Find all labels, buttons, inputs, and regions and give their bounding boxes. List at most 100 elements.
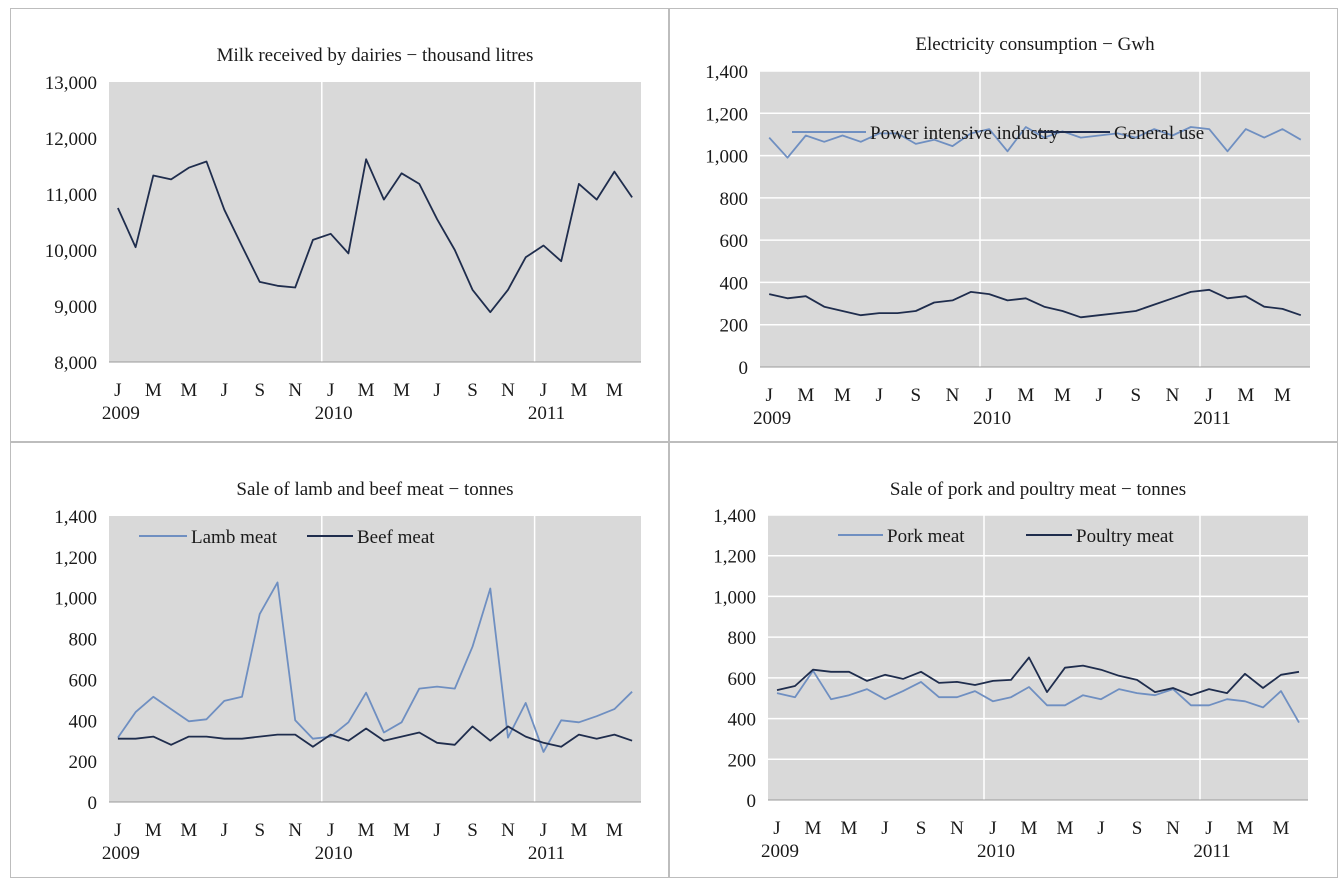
x-year-label: 2009 xyxy=(102,843,140,864)
y-tick-label: 1,000 xyxy=(705,147,748,168)
chart-title: Electricity consumption − Gwh xyxy=(915,34,1155,55)
chart-title: Milk received by dairies − thousand litr… xyxy=(217,45,534,66)
plot-area xyxy=(760,71,1310,367)
x-tick-label: J xyxy=(773,818,780,839)
x-tick-label: J xyxy=(1097,818,1104,839)
x-year-label: 2011 xyxy=(528,403,565,424)
y-tick-label: 9,000 xyxy=(54,297,97,318)
y-tick-label: 8,000 xyxy=(54,353,97,374)
x-tick-label: N xyxy=(946,385,960,406)
plot-area xyxy=(768,515,1308,800)
chart-electricity: Electricity consumption − Gwh 0 200 400 600 8… xyxy=(705,34,1310,429)
x-tick-label: M xyxy=(606,820,623,841)
chart-panel-lamb-beef: Sale of lamb and beef meat − tonnes 0 200 4… xyxy=(10,442,669,878)
x-tick-label: M xyxy=(841,818,858,839)
x-tick-label: M xyxy=(145,820,162,841)
x-tick-label: J xyxy=(540,380,547,401)
x-tick-label: N xyxy=(1166,385,1180,406)
x-tick-label: M xyxy=(1057,818,1074,839)
x-tick-label: M xyxy=(797,385,814,406)
x-tick-label: S xyxy=(1131,385,1142,406)
x-tick-label: M xyxy=(570,380,587,401)
chart-milk: Milk received by dairies − thousand litr… xyxy=(45,45,641,424)
x-tick-label: S xyxy=(911,385,922,406)
x-tick-label: J xyxy=(875,385,882,406)
y-tick-label: 0 xyxy=(747,791,757,812)
chart-panel-pork-poultry: Sale of pork and poultry meat − tonnes 0 2… xyxy=(669,442,1338,878)
x-tick-label: J xyxy=(1095,385,1102,406)
y-tick-label: 1,200 xyxy=(54,548,97,569)
chart-panel-electricity: Electricity consumption − Gwh 0 200 400 600 8… xyxy=(669,8,1338,442)
y-tick-label: 11,000 xyxy=(45,185,97,206)
y-tick-label: 400 xyxy=(720,273,749,294)
x-tick-label: M xyxy=(358,820,375,841)
y-tick-label: 400 xyxy=(728,710,757,731)
x-tick-label: J xyxy=(540,820,547,841)
x-tick-label: J xyxy=(765,385,772,406)
x-year-label: 2009 xyxy=(761,841,799,862)
x-year-label: 2011 xyxy=(528,843,565,864)
x-tick-label: J xyxy=(1205,818,1212,839)
y-tick-label: 800 xyxy=(69,630,98,651)
chart-panel-milk: Milk received by dairies − thousand litr… xyxy=(10,8,669,442)
x-tick-label: J xyxy=(989,818,996,839)
y-tick-label: 0 xyxy=(739,358,749,379)
x-tick-label: N xyxy=(288,820,302,841)
x-tick-label: M xyxy=(1274,385,1291,406)
y-tick-label: 200 xyxy=(720,316,749,337)
x-tick-label: M xyxy=(1237,818,1254,839)
x-tick-label: M xyxy=(358,380,375,401)
x-tick-label: N xyxy=(288,380,302,401)
x-tick-label: N xyxy=(950,818,964,839)
plot-area xyxy=(109,516,641,802)
y-tick-label: 600 xyxy=(720,231,749,252)
y-tick-label: 1,400 xyxy=(54,507,97,528)
y-tick-label: 1,000 xyxy=(713,587,756,608)
x-tick-label: M xyxy=(1237,385,1254,406)
x-year-label: 2009 xyxy=(753,408,791,429)
y-tick-label: 10,000 xyxy=(45,241,97,262)
y-tick-label: 12,000 xyxy=(45,129,97,150)
x-tick-label: J xyxy=(433,380,440,401)
legend-label: Lamb meat xyxy=(191,527,278,548)
x-tick-label: S xyxy=(467,820,478,841)
x-tick-label: M xyxy=(570,820,587,841)
x-tick-label: J xyxy=(433,820,440,841)
y-tick-label: 0 xyxy=(88,793,98,814)
chart-pork-poultry: Sale of pork and poultry meat − tonnes 0 2… xyxy=(713,479,1308,862)
x-year-label: 2009 xyxy=(102,403,140,424)
chart-title: Sale of lamb and beef meat − tonnes xyxy=(236,479,513,500)
legend-label: Pork meat xyxy=(887,526,965,547)
y-tick-label: 600 xyxy=(69,670,98,691)
x-tick-label: J xyxy=(221,380,228,401)
series-line-poultry-meat xyxy=(776,656,1300,697)
x-tick-label: M xyxy=(180,820,197,841)
y-tick-label: 13,000 xyxy=(45,73,97,94)
y-tick-label: 1,400 xyxy=(705,62,748,83)
y-tick-label: 1,400 xyxy=(713,506,756,527)
y-tick-label: 600 xyxy=(728,669,757,690)
x-tick-label: M xyxy=(393,380,410,401)
x-tick-label: M xyxy=(1017,385,1034,406)
y-tick-label: 1,200 xyxy=(705,104,748,125)
x-tick-label: M xyxy=(180,380,197,401)
x-year-label: 2010 xyxy=(315,403,353,424)
x-tick-label: N xyxy=(1166,818,1180,839)
x-year-label: 2010 xyxy=(973,408,1011,429)
series-line-lamb-meat xyxy=(117,581,633,753)
x-tick-label: J xyxy=(327,820,334,841)
y-tick-label: 200 xyxy=(728,750,757,771)
x-year-label: 2011 xyxy=(1194,408,1231,429)
chart-lamb-beef: Sale of lamb and beef meat − tonnes 0 200 4… xyxy=(54,479,641,864)
x-tick-label: S xyxy=(916,818,927,839)
y-tick-label: 800 xyxy=(728,628,757,649)
x-tick-label: M xyxy=(1273,818,1290,839)
x-tick-label: M xyxy=(393,820,410,841)
series-line-pork-meat xyxy=(776,669,1300,724)
series-line-general-use xyxy=(768,288,1302,319)
x-tick-label: M xyxy=(1021,818,1038,839)
x-tick-label: J xyxy=(881,818,888,839)
x-year-label: 2010 xyxy=(977,841,1015,862)
x-tick-label: N xyxy=(501,820,515,841)
x-tick-label: M xyxy=(606,380,623,401)
